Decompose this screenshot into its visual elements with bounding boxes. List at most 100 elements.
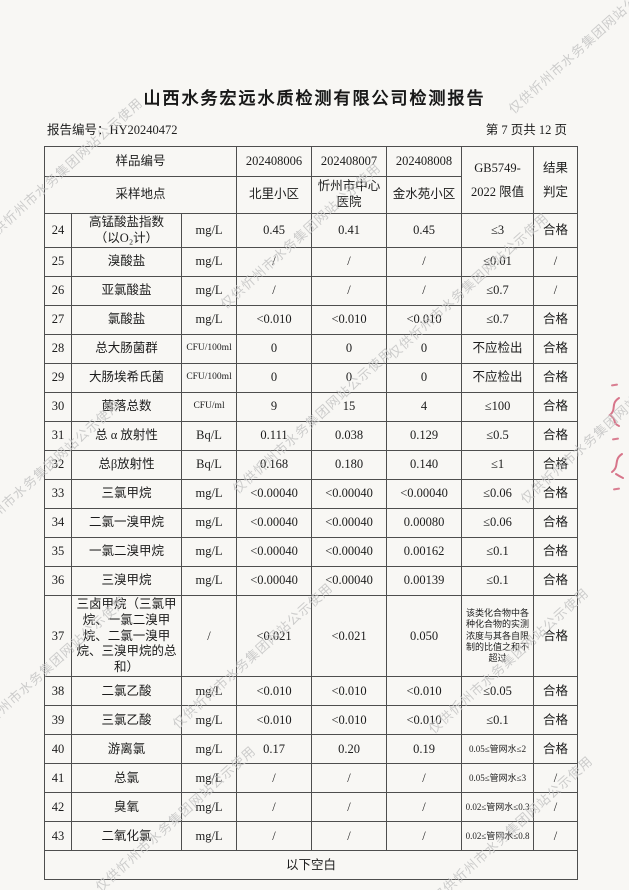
sample2-value: 15 (311, 392, 388, 423)
limit-value: ≤0.06 (461, 508, 535, 539)
result-value: 合格 (533, 212, 579, 249)
sample3-value: / (386, 247, 463, 278)
sample3-value: / (386, 821, 463, 852)
parameter-name: 游离氯 (71, 734, 182, 765)
sample3-value: 0.129 (386, 421, 463, 452)
unit: Bq/L (180, 450, 238, 481)
result-value: / (533, 247, 579, 278)
result-value: 合格 (533, 705, 579, 736)
parameter-name: 臭氧 (71, 792, 182, 823)
sample3-value: <0.010 (386, 676, 463, 707)
sample1-value: <0.00040 (236, 537, 313, 568)
report-number: 报告编号：HY20240472 (47, 123, 178, 137)
row-number: 36 (44, 566, 72, 597)
parameter-name: 总氯 (71, 763, 182, 794)
limit-value: ≤1 (461, 450, 535, 481)
parameter-name: 三卤甲烷（三氯甲烷、一氯二溴甲烷、二氯一溴甲烷、三溴甲烷的总和） (71, 595, 182, 678)
sample1-value: / (236, 247, 313, 278)
sample3-value: / (386, 792, 463, 823)
unit: mg/L (180, 508, 238, 539)
result-value: 合格 (533, 479, 579, 510)
table-row: 40 游离氯 mg/L 0.17 0.20 0.19 0.05≤管网水≤2 合格 (44, 734, 579, 765)
sample1-value: 0.45 (236, 212, 313, 249)
result-value: 合格 (533, 450, 579, 481)
page-indicator: 第 7 页共 12 页 (485, 123, 567, 137)
result-value: 合格 (533, 734, 579, 765)
row-number: 39 (44, 705, 72, 736)
result-value: 合格 (533, 334, 579, 365)
row-number: 37 (44, 595, 72, 678)
sample1-value: / (236, 763, 313, 794)
sample3-value: 0.19 (386, 734, 463, 765)
unit: mg/L (180, 305, 238, 336)
table-row: 38 二氯乙酸 mg/L <0.010 <0.010 <0.010 ≤0.05 … (44, 676, 579, 707)
table-row: 34 二氯一溴甲烷 mg/L <0.00040 <0.00040 0.00080… (44, 508, 579, 539)
parameter-name: 三氯乙酸 (71, 705, 182, 736)
unit: Bq/L (180, 421, 238, 452)
result-value: 合格 (533, 676, 579, 707)
row-number: 27 (44, 305, 72, 336)
sample1-value: / (236, 821, 313, 852)
result-header-line1: 结果 (543, 160, 569, 175)
sample1-value: <0.00040 (236, 479, 313, 510)
sample2-value: 0.41 (311, 212, 388, 249)
unit: CFU/ml (180, 392, 238, 423)
sample2-value: 0 (311, 363, 388, 394)
parameter-name: 亚氯酸盐 (71, 276, 182, 307)
limit-header: GB5749- 2022 限值 (461, 146, 535, 214)
parameter-name: 三氯甲烷 (71, 479, 182, 510)
parameter-name: 二氧化氯 (71, 821, 182, 852)
sample3-value: 4 (386, 392, 463, 423)
result-value: 合格 (533, 566, 579, 597)
sample-id-3: 202408008 (386, 146, 463, 177)
sample2-value: <0.010 (311, 676, 388, 707)
table-row: 24 高锰酸盐指数 （以O₂计） mg/L 0.45 0.41 0.45 ≤3 … (44, 212, 579, 249)
result-value: 合格 (533, 421, 579, 452)
sample2-value: <0.00040 (311, 508, 388, 539)
parameter-name: 高锰酸盐指数 （以O₂计） (71, 212, 182, 249)
sample3-value: <0.010 (386, 705, 463, 736)
row-number: 26 (44, 276, 72, 307)
limit-value: 0.05≤管网水≤3 (461, 763, 535, 794)
sample1-value: <0.010 (236, 305, 313, 336)
limit-value: ≤100 (461, 392, 535, 423)
limit-value: 不应检出 (461, 334, 535, 365)
results-table: 样品编号 202408006 202408007 202408008 GB574… (43, 146, 579, 881)
table-row: 39 三氯乙酸 mg/L <0.010 <0.010 <0.010 ≤0.1 合… (44, 705, 579, 736)
row-number: 24 (44, 212, 72, 249)
parameter-name: 大肠埃希氏菌 (71, 363, 182, 394)
limit-header-line1: GB5749- (474, 160, 521, 175)
result-value: / (533, 276, 579, 307)
sample1-value: 0 (236, 363, 313, 394)
limit-value: 0.02≤管网水≤0.8 (461, 821, 535, 852)
sample2-value: / (311, 763, 388, 794)
sample3-value: 0.00162 (386, 537, 463, 568)
sample2-value: / (311, 821, 388, 852)
unit: mg/L (180, 566, 238, 597)
sample3-value: <0.010 (386, 305, 463, 336)
sample1-value: 0 (236, 334, 313, 365)
limit-value: ≤0.05 (461, 676, 535, 707)
stamp-fragment (612, 487, 621, 491)
sample-id-1: 202408006 (236, 146, 313, 177)
result-value: 合格 (533, 595, 579, 678)
table-row: 43 二氧化氯 mg/L / / / 0.02≤管网水≤0.8 / (44, 821, 579, 852)
limit-value: ≤0.06 (461, 479, 535, 510)
parameter-name: 二氯一溴甲烷 (71, 508, 182, 539)
table-row: 37 三卤甲烷（三氯甲烷、一氯二溴甲烷、二氯一溴甲烷、三溴甲烷的总和） / <0… (44, 595, 579, 678)
row-number: 32 (44, 450, 72, 481)
table-row: 31 总 α 放射性 Bq/L 0.111 0.038 0.129 ≤0.5 合… (44, 421, 579, 452)
report-meta: 报告编号：HY20240472 第 7 页共 12 页 (47, 119, 567, 138)
row-number: 41 (44, 763, 72, 794)
page-title: 山西水务宏远水质检测有限公司检测报告 (143, 89, 486, 108)
unit: CFU/100ml (180, 363, 238, 394)
stamp-fragment (608, 397, 620, 427)
unit: mg/L (180, 705, 238, 736)
row-number: 42 (44, 792, 72, 823)
row-number: 38 (44, 676, 72, 707)
parameter-name: 总β放射性 (71, 450, 182, 481)
row-number: 28 (44, 334, 72, 365)
sample2-value: 0.20 (311, 734, 388, 765)
blank-row: 以下空白 (43, 850, 579, 881)
location-header: 采样地点 (43, 176, 238, 214)
